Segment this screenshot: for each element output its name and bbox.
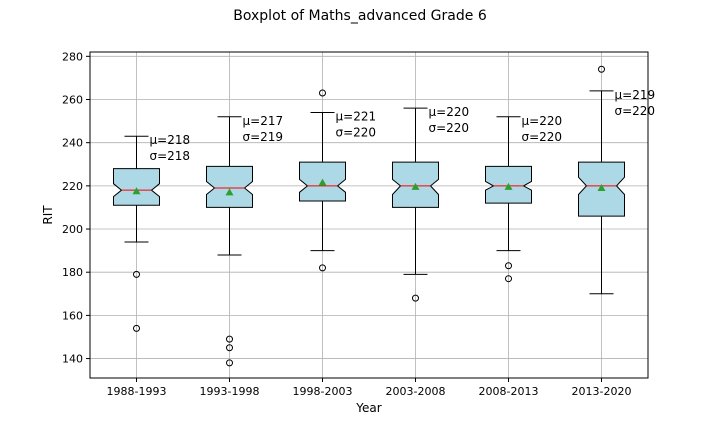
y-tick-label: 280 bbox=[62, 50, 83, 63]
box-group: μ=220 σ=220 bbox=[392, 105, 470, 302]
outlier-point bbox=[226, 359, 233, 367]
x-tick-label: 1988-1993 bbox=[107, 385, 167, 398]
mean-annotation: μ=220 bbox=[429, 105, 470, 119]
std-annotation: σ=220 bbox=[522, 130, 563, 144]
mean-annotation: μ=219 bbox=[615, 88, 656, 102]
mean-marker bbox=[225, 188, 234, 196]
box-layer: μ=218 σ=218 μ=217 σ=219 μ=221 σ=220 μ=220 σ=220… bbox=[113, 65, 656, 367]
outlier-point bbox=[226, 335, 233, 343]
outlier-point bbox=[505, 275, 512, 283]
y-tick-label: 180 bbox=[62, 266, 83, 279]
mean-marker bbox=[411, 182, 420, 190]
y-tick-label: 140 bbox=[62, 353, 83, 366]
y-tick-label: 160 bbox=[62, 309, 83, 322]
y-tick-label: 220 bbox=[62, 180, 83, 193]
outlier-point bbox=[412, 294, 419, 302]
mean-annotation: μ=218 bbox=[150, 133, 191, 147]
mean-marker bbox=[597, 184, 606, 192]
y-tick-label: 200 bbox=[62, 223, 83, 236]
x-tick-label: 2008-2013 bbox=[479, 385, 539, 398]
box-group: μ=217 σ=219 bbox=[206, 114, 284, 367]
y-tick-label: 240 bbox=[62, 137, 83, 150]
x-tick-label: 2013-2020 bbox=[572, 385, 632, 398]
std-annotation: σ=220 bbox=[429, 121, 470, 135]
box-group: μ=221 σ=220 bbox=[299, 89, 377, 272]
y-tick-label: 260 bbox=[62, 93, 83, 106]
chart-title: Boxplot of Maths_advanced Grade 6 bbox=[233, 8, 487, 24]
outlier-point bbox=[319, 264, 326, 272]
std-annotation: σ=219 bbox=[243, 130, 284, 144]
y-axis-label: RIT bbox=[41, 205, 55, 225]
outlier-point bbox=[133, 270, 140, 278]
mean-annotation: μ=221 bbox=[336, 109, 377, 123]
mean-marker bbox=[504, 182, 513, 190]
mean-marker bbox=[132, 187, 141, 195]
mean-marker bbox=[318, 178, 327, 186]
box-group: μ=219 σ=220 bbox=[578, 65, 656, 295]
outlier-point bbox=[505, 262, 512, 270]
notched-box bbox=[206, 165, 253, 208]
mean-annotation: μ=217 bbox=[243, 114, 284, 128]
x-tick-label: 1998-2003 bbox=[293, 385, 353, 398]
notched-box bbox=[113, 168, 160, 206]
outlier-point bbox=[598, 65, 605, 73]
outlier-point bbox=[226, 344, 233, 352]
x-tick-label: 2003-2008 bbox=[386, 385, 446, 398]
plot-area-frame bbox=[89, 51, 649, 379]
box-group: μ=218 σ=218 bbox=[113, 133, 191, 332]
mean-annotation: μ=220 bbox=[522, 114, 563, 128]
x-tick-label: 1993-1998 bbox=[200, 385, 260, 398]
std-annotation: σ=220 bbox=[336, 125, 377, 139]
outlier-point bbox=[319, 89, 326, 97]
axis-layer: 140 160 180 200 220 240 260 280 1988-1993 1993-19… bbox=[62, 50, 631, 398]
x-axis-label: Year bbox=[355, 401, 381, 415]
outlier-point bbox=[133, 324, 140, 332]
std-annotation: σ=220 bbox=[615, 104, 656, 118]
box-group: μ=220 σ=220 bbox=[485, 114, 563, 283]
std-annotation: σ=218 bbox=[150, 149, 191, 163]
